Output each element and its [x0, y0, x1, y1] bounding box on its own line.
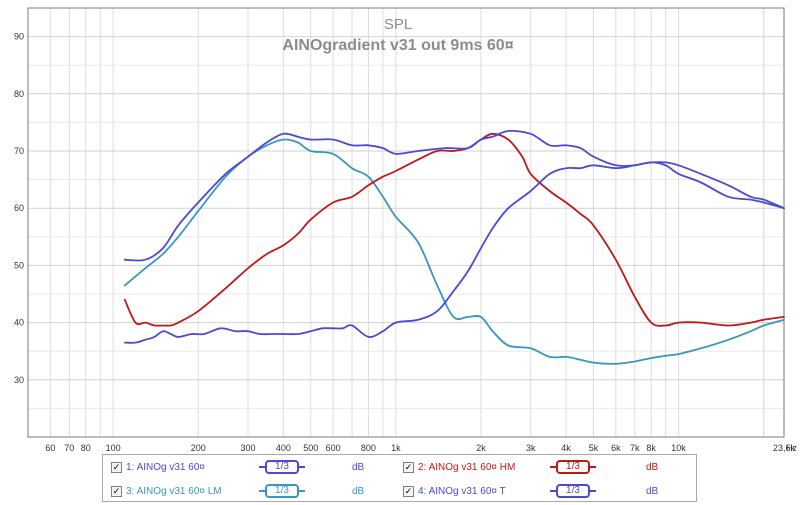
- y-tick-label: 90: [14, 32, 24, 42]
- y-tick-label: 40: [14, 318, 24, 328]
- series-line-4: [123, 161, 785, 344]
- x-tick-label: 6k: [611, 443, 621, 453]
- x-tick-label: 10k: [671, 443, 686, 453]
- legend-unit-3: dB: [352, 486, 365, 497]
- legend-label-3: 3: AINOg v31 60¤ LM: [126, 485, 222, 497]
- x-tick-label: 400: [276, 443, 291, 453]
- legend-item-2[interactable]: ✓ 2: AINOg v31 60¤ HM: [403, 458, 515, 476]
- x-tick-label: 2k: [476, 443, 486, 453]
- legend-checkbox-4[interactable]: ✓: [403, 485, 414, 497]
- smoothing-button-1[interactable]: 1/3: [259, 460, 305, 474]
- chart-title: SPL: [384, 16, 412, 33]
- y-tick-label: 80: [14, 89, 24, 99]
- x-tick-label: 500: [303, 443, 318, 453]
- legend-unit-1: dB: [352, 462, 365, 473]
- x-tick-label: 100: [106, 443, 121, 453]
- x-tick-label: 7k: [630, 443, 640, 453]
- smoothing-button-3[interactable]: 1/3: [259, 484, 305, 498]
- series-line-1: [123, 129, 785, 262]
- x-tick-label: 23,6k: [773, 443, 796, 453]
- legend-checkbox-2[interactable]: ✓: [403, 461, 414, 473]
- legend-item-3[interactable]: ✓ 3: AINOg v31 60¤ LM: [111, 482, 222, 500]
- x-tick-label: 70: [64, 443, 74, 453]
- x-tick-label: 3k: [526, 443, 536, 453]
- legend-unit-2: dB: [646, 462, 659, 473]
- x-tick-label: 300: [240, 443, 255, 453]
- legend-item-1[interactable]: ✓ 1: AINOg v31 60¤: [111, 458, 205, 476]
- smoothing-button-4[interactable]: 1/3: [550, 484, 596, 498]
- plot-frame: [27, 7, 785, 438]
- x-tick-label: 4k: [561, 443, 571, 453]
- chart-subtitle: AINOgradient v31 out 9ms 60¤: [282, 37, 513, 54]
- legend-label-1: 1: AINOg v31 60¤: [126, 461, 205, 473]
- x-tick-label: 60: [45, 443, 55, 453]
- y-tick-label: 70: [14, 146, 24, 156]
- x-tick-labels: 60 70 80 100 200 300 400 500 600 800 1k 2k 3k 4k 5k 6k 7…: [45, 443, 795, 453]
- x-tick-label: 1k: [391, 443, 401, 453]
- legend-checkbox-1[interactable]: ✓: [111, 461, 122, 473]
- legend-unit-4: dB: [646, 486, 659, 497]
- x-tick-label: 80: [81, 443, 91, 453]
- x-tick-label: 600: [326, 443, 341, 453]
- x-tick-label: 200: [191, 443, 206, 453]
- y-tick-label: 60: [14, 203, 24, 213]
- x-unit-label: Hz: [786, 443, 797, 453]
- y-tick-labels: 30 40 50 60 70 80 90: [14, 32, 24, 385]
- y-tick-label: 50: [14, 260, 24, 270]
- smoothing-button-2[interactable]: 1/3: [550, 460, 596, 474]
- series-line-2: [123, 132, 785, 327]
- legend-checkbox-3[interactable]: ✓: [111, 485, 122, 497]
- x-tick-label: 800: [361, 443, 376, 453]
- legend-item-4[interactable]: ✓ 4: AINOg v31 60¤ T: [403, 482, 506, 500]
- legend-label-2: 2: AINOg v31 60¤ HM: [418, 461, 516, 473]
- grid-lines: [28, 8, 784, 437]
- x-tick-label: 8k: [646, 443, 656, 453]
- series-layer: [123, 129, 785, 365]
- legend-label-4: 4: AINOg v31 60¤ T: [418, 485, 506, 497]
- y-tick-label: 30: [14, 375, 24, 385]
- x-tick-label: 5k: [589, 443, 599, 453]
- legend-panel: ✓ 1: AINOg v31 60¤ 1/3 dB ✓ 2: AINOg v31…: [102, 454, 697, 502]
